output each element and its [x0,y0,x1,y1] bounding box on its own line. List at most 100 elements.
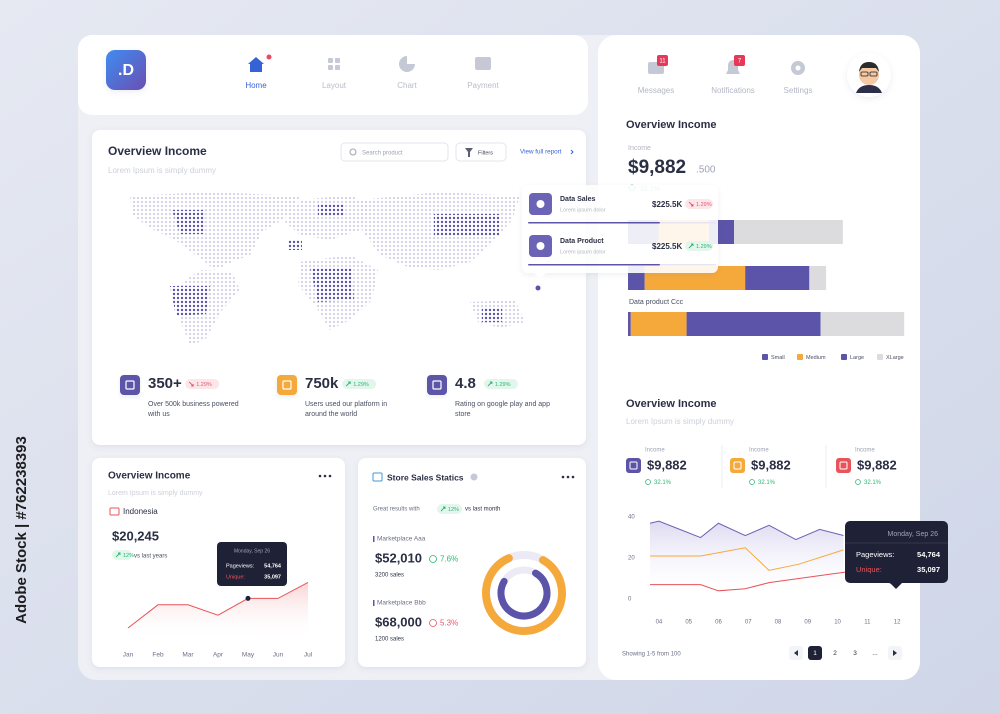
stat-icon [120,375,140,395]
popup-progress [528,222,660,224]
y-tick-label: 20 [628,556,635,562]
map-highlight [434,214,500,236]
popup-subtitle: Lorem ipsum dolor [560,207,606,213]
popup-glyph [536,242,545,250]
card-label: Income [749,448,769,454]
menu-dot [328,474,332,478]
stat-glyph [432,380,442,390]
map-highlight [482,308,502,322]
x-tick-label: 11 [864,620,871,626]
x-tick-label: Jun [273,652,284,659]
change-icon [855,479,861,485]
legend-label: Large [850,355,864,361]
panel-subtitle: Lorem Ipsum is simply dummy [626,417,734,426]
legend-swatch [797,354,803,360]
income-label: Income [628,145,651,152]
link-chevron [570,149,574,155]
top-bar-label: Settings [784,86,813,95]
nav-item[interactable]: Payment [467,57,500,90]
nav-icon [335,65,340,70]
card-change: 32.1% [654,480,672,486]
nav-icon [328,65,333,70]
change-icon [749,479,755,485]
card-value: $9,882 [751,457,791,472]
popup-value: $225.5K [652,242,682,251]
card-subtitle: Lorem Ipsum is simply dummy [108,490,203,497]
watermark: Adobe Stock | #762238393 [13,436,30,624]
report-link[interactable]: View full report [520,149,562,156]
panel-title: Overview Income [626,119,717,131]
change-icon [429,555,437,563]
stat-value: 350+ [148,375,182,392]
popup-title: Data Product [560,238,604,245]
map-highlight [172,210,205,234]
prev-arrow [794,650,798,656]
page-button[interactable] [848,646,862,660]
card-value: $9,882 [857,457,897,472]
bar-segment [820,312,905,336]
x-tick-label: Mar [182,652,194,659]
change-value: 12% [448,507,459,513]
page-button[interactable] [868,646,882,660]
stat-text: around the world [305,411,357,418]
nav-item[interactable]: Chart [397,56,418,90]
tooltip-value: 35,097 [264,574,281,580]
popup-glyph [536,200,545,208]
card-change: 32.1% [758,480,776,486]
change-pill [437,504,462,514]
card-icon [626,458,641,473]
change-pill [483,379,518,389]
change-value: 1.29% [196,382,212,388]
store-icon [372,472,383,482]
change-icon [429,619,437,627]
legend-label: XLarge [886,355,904,361]
menu-dot [323,474,327,478]
page-number: 1 [813,650,817,657]
nav-icon [248,57,264,72]
tooltip-label: Unique: [856,565,882,574]
avatar-hair [859,62,879,72]
card-label: Income [645,448,665,454]
change-note: vs last years [134,554,167,560]
world-map [130,192,541,345]
stat-text: Users used our platform in [305,401,387,408]
nav-icon [328,58,333,63]
x-tick-label: 09 [804,620,811,626]
area-fill [649,521,844,599]
tooltip-label: Pageviews: [226,563,255,569]
trend-arrow [188,381,194,387]
nav-icon [399,56,415,72]
card-change: 32.1% [864,480,882,486]
bar-segment [809,266,827,290]
x-tick-label: Feb [152,652,164,659]
bar-segment [745,266,810,290]
change-pill [342,379,377,389]
logo [106,50,146,90]
avatar-body [856,85,882,93]
tooltip [217,542,287,586]
nav-item[interactable]: Home [245,57,267,90]
change-pill [685,199,713,209]
x-tick-label: 04 [656,620,663,626]
search-box[interactable] [340,142,449,162]
x-tick-label: May [242,652,255,659]
info-icon [470,473,478,481]
popup-value: $225.5K [652,200,682,209]
page-button[interactable] [828,646,842,660]
nav-item[interactable]: Layout [322,58,347,90]
popup-progress [528,264,660,266]
market-sales: 1200 sales [375,637,404,643]
highlight-dot [245,595,251,601]
change-value: 12% [123,553,134,559]
nav-label: Layout [322,81,347,90]
change-value: 1.29% [696,244,712,250]
nav-label: Chart [397,81,417,90]
change-icon [645,479,651,485]
legend-label: Medium [806,355,826,361]
page-button[interactable] [808,646,822,660]
income-decimals: .500 [696,165,716,176]
x-tick-label: 05 [685,620,692,626]
map-highlight [170,286,210,316]
card-label: Income [855,448,875,454]
